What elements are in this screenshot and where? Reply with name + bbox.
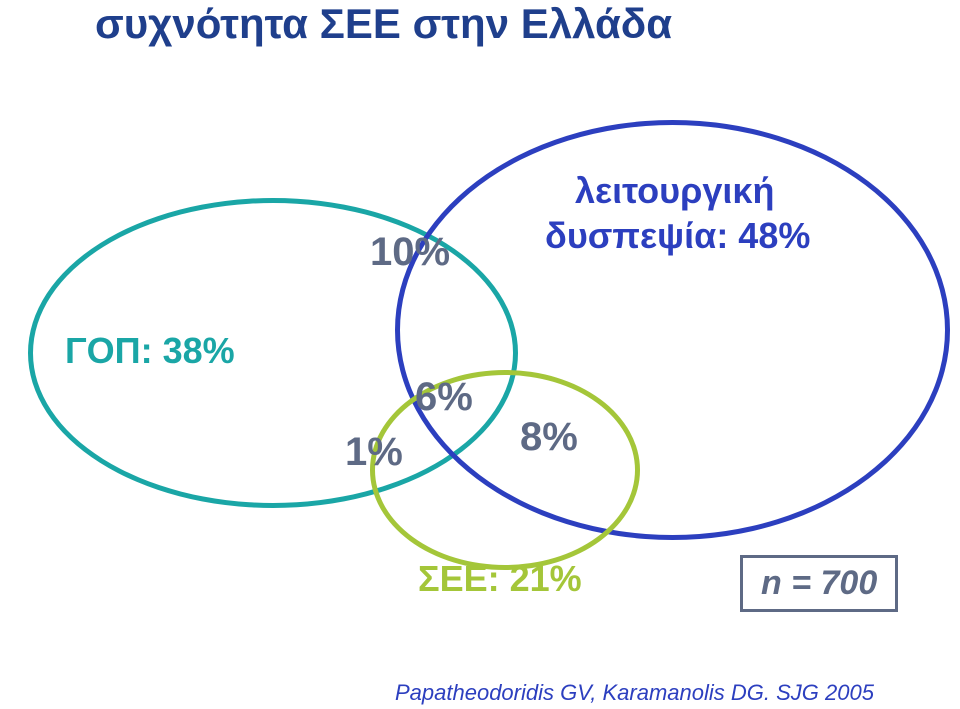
overlap-8pct: 8%: [520, 415, 578, 460]
overlap-6pct: 6%: [415, 375, 473, 420]
citation: Papatheodoridis GV, Karamanolis DG. SJG …: [395, 680, 874, 706]
sample-size-box: n = 700: [740, 555, 898, 612]
overlap-1pct: 1%: [345, 430, 403, 475]
label-see: ΣΕΕ: 21%: [418, 558, 582, 600]
slide-title: συχνότητα ΣΕΕ στην Ελλάδα: [95, 0, 672, 48]
label-gop: ΓΟΠ: 38%: [65, 330, 235, 372]
label-dyspepsia-line2: δυσπεψία: 48%: [545, 215, 810, 257]
venn-diagram-slide: συχνότητα ΣΕΕ στην Ελλάδα ΓΟΠ: 38% λειτο…: [0, 0, 960, 709]
ellipse-see: [370, 370, 640, 570]
overlap-10pct: 10%: [370, 230, 450, 275]
label-dyspepsia-line1: λειτουργική: [575, 170, 774, 212]
